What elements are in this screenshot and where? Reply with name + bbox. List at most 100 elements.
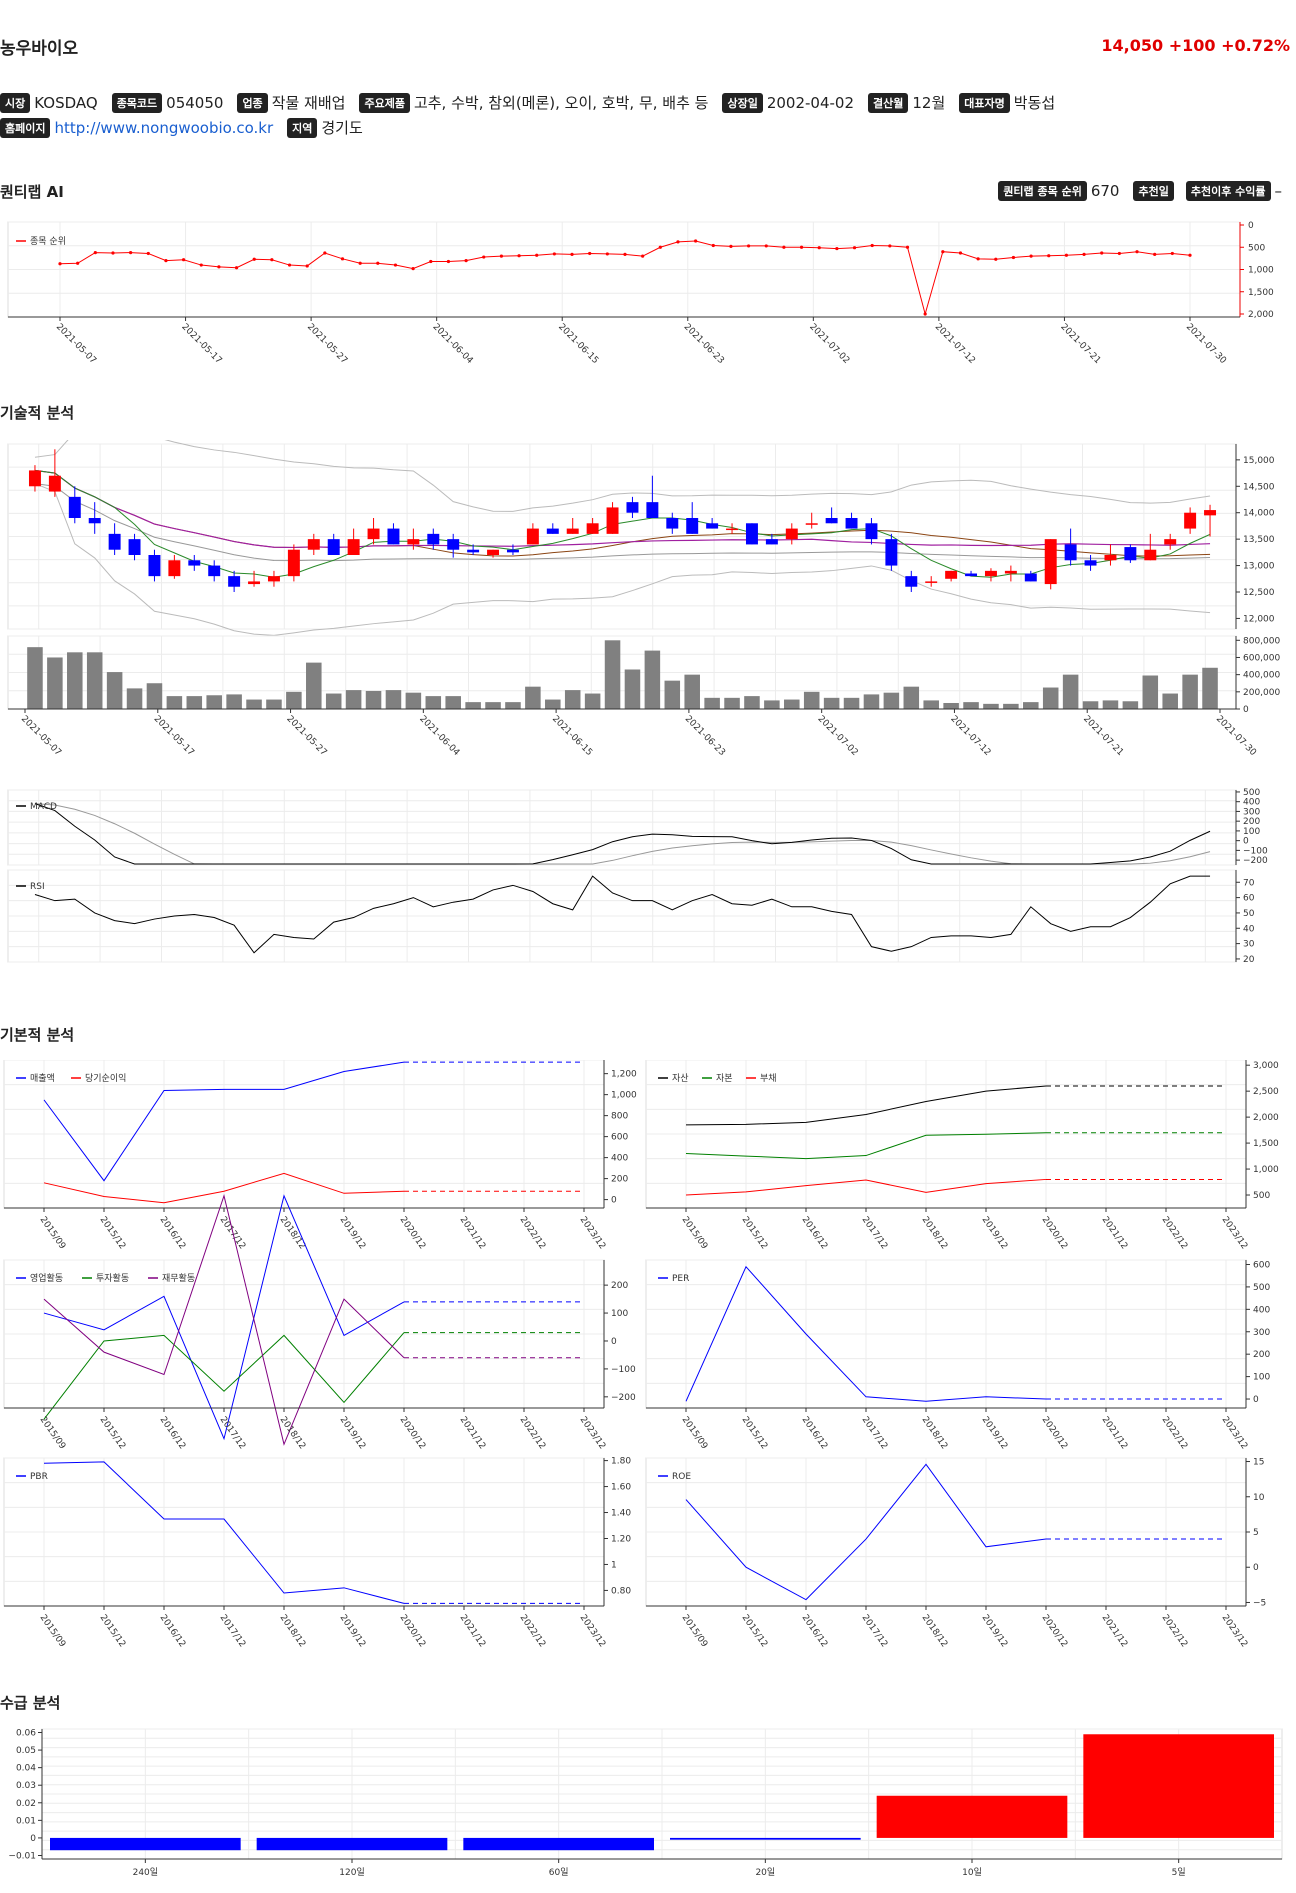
candle-body xyxy=(1024,573,1037,582)
info-row-2: 홈페이지 http://www.nongwoobio.co.kr 지역 경기도 xyxy=(0,117,377,138)
fin4-xtick-label: 2019/12 xyxy=(980,1415,1010,1451)
supply-ytick-label: 0.01 xyxy=(16,1816,36,1826)
volume-bar xyxy=(1122,701,1139,709)
fin5-ytick-label: 1 xyxy=(611,1560,617,1570)
rank-point xyxy=(217,265,221,269)
macd-frame xyxy=(7,789,1237,866)
rsi-ytick-label: 70 xyxy=(1243,878,1255,888)
rank-point xyxy=(499,254,504,258)
fin2-ytick-label: 3,000 xyxy=(1253,1061,1279,1071)
candle-ytick-label: 12,500 xyxy=(1243,588,1275,598)
macd-ytick-label: 300 xyxy=(1243,807,1260,817)
rank-point xyxy=(941,250,945,254)
fin4-ytick-label: 0 xyxy=(1253,1395,1259,1405)
value-rank: 670 xyxy=(1090,182,1120,200)
candle-body xyxy=(765,539,778,545)
candle-body xyxy=(148,555,161,577)
candle-body xyxy=(945,570,958,579)
fin1-legend-label: 당기순이익 xyxy=(85,1072,126,1084)
rank-point xyxy=(535,253,539,257)
rank-point xyxy=(93,250,97,255)
homepage-link[interactable]: http://www.nongwoobio.co.kr xyxy=(54,118,274,137)
volume-bar xyxy=(604,640,621,709)
fin6-ytick-label: −5 xyxy=(1253,1598,1266,1608)
fin5-xtick-label: 2023/12 xyxy=(578,1613,608,1649)
volume-bar xyxy=(943,702,959,709)
rank-point xyxy=(234,266,239,270)
fin5-series-line xyxy=(43,1461,405,1604)
rank-xtick-label: 2021-07-02 xyxy=(807,322,851,366)
fin3-xtick-label: 2015/12 xyxy=(98,1415,128,1451)
volume-bar xyxy=(86,652,103,709)
rank-point xyxy=(76,261,80,265)
ma-5 xyxy=(34,469,1211,578)
value-ceo: 박동섭 xyxy=(1013,94,1056,112)
fin6-xtick-label: 2018/12 xyxy=(920,1613,950,1649)
candle-body xyxy=(407,539,420,545)
rank-point xyxy=(1100,251,1104,255)
candle-body xyxy=(785,528,798,540)
rank-ytick-label: 1,500 xyxy=(1248,288,1274,298)
fin3-xtick-label: 2021/12 xyxy=(458,1415,488,1451)
candle-body xyxy=(506,549,519,553)
candle-body xyxy=(925,581,938,583)
fin2-ytick-label: 1,000 xyxy=(1253,1165,1279,1175)
candle-body xyxy=(1184,512,1197,529)
rank-xtick-label: 2021-05-07 xyxy=(54,322,98,366)
fin6-ytick-label: 5 xyxy=(1253,1528,1259,1538)
candle-body xyxy=(28,470,41,487)
rank-point xyxy=(1064,253,1069,257)
fin1-xtick-label: 2018/12 xyxy=(278,1215,308,1251)
fin3-series-line xyxy=(43,1332,405,1420)
rank-point xyxy=(835,246,839,251)
volume-xtick-label: 2021-07-21 xyxy=(1081,714,1125,758)
fin6-xtick-label: 2020/12 xyxy=(1040,1613,1070,1649)
volume-bar xyxy=(385,690,402,709)
value-code: 054050 xyxy=(166,93,224,112)
candle-body xyxy=(307,539,320,550)
volume-bar xyxy=(146,683,163,709)
rank-point xyxy=(729,244,733,248)
rank-point xyxy=(411,267,415,271)
volume-bar xyxy=(405,692,422,709)
fin6-ytick-label: 0 xyxy=(1253,1563,1259,1573)
volume-bar xyxy=(485,702,501,709)
fin1-ytick-label: 1,200 xyxy=(611,1070,637,1080)
supply-bar xyxy=(1083,1734,1274,1838)
volume-bar xyxy=(186,696,203,709)
supply-xtick-label: 120일 xyxy=(339,1867,364,1878)
rank-point xyxy=(641,254,645,258)
stock-price: 14,050 +100 +0.72% xyxy=(1101,36,1290,55)
volume-xtick-label: 2021-07-30 xyxy=(1214,714,1258,758)
rank-point xyxy=(358,261,362,265)
supply-bar xyxy=(876,1795,1068,1838)
candle-body xyxy=(367,528,380,540)
fin1-xtick-label: 2016/12 xyxy=(158,1215,188,1251)
rank-point xyxy=(376,261,380,265)
volume-xtick-label: 2021-05-07 xyxy=(19,714,63,758)
rank-point xyxy=(323,251,327,255)
fin5-xtick-label: 2022/12 xyxy=(518,1613,548,1649)
rsi-ytick-label: 50 xyxy=(1243,909,1255,919)
volume-ytick-label: 600,000 xyxy=(1243,653,1280,663)
tag-products: 주요제품 xyxy=(359,92,410,113)
fin2-xtick-label: 2015/12 xyxy=(740,1215,770,1251)
candle-body xyxy=(1084,560,1097,566)
candle-body xyxy=(965,573,978,577)
candle-body xyxy=(168,560,181,577)
fin6-xtick-label: 2015/09 xyxy=(680,1613,710,1650)
volume-bar xyxy=(325,693,342,709)
rank-point xyxy=(888,244,892,248)
volume-bar xyxy=(764,700,780,709)
candle-body xyxy=(248,581,261,585)
volume-bar xyxy=(505,702,521,709)
fin1-legend-label: 매출액 xyxy=(30,1072,55,1084)
fin3-xtick-label: 2019/12 xyxy=(338,1415,368,1451)
value-region: 경기도 xyxy=(321,119,363,137)
rank-point xyxy=(181,258,186,262)
rank-point xyxy=(976,257,980,261)
volume-bar xyxy=(644,650,661,709)
fin3-xtick-label: 2016/12 xyxy=(158,1415,188,1451)
fin1-ytick-label: 200 xyxy=(611,1175,628,1185)
fin5-xtick-label: 2016/12 xyxy=(158,1613,188,1649)
